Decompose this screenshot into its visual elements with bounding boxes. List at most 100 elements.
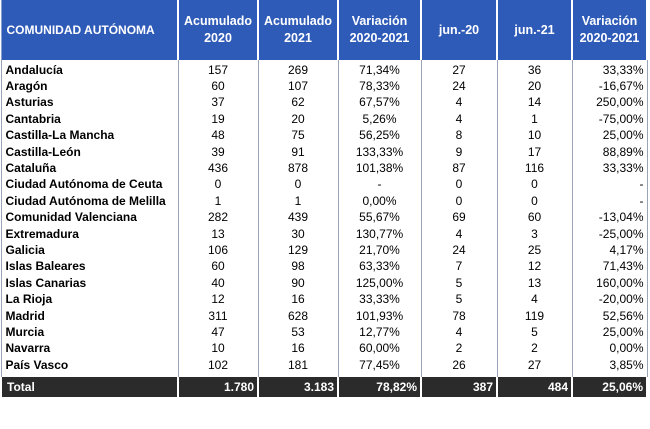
cell-acumulado-2020: 106: [177, 242, 259, 259]
cell-variacion-junio: -13,04%: [571, 209, 648, 226]
cell-acumulado-2021: 1: [257, 193, 339, 210]
cell-jun-20: 5: [420, 291, 498, 308]
table-footer: Total 1.780 3.183 78,82% 387 484 25,06%: [0, 377, 648, 398]
total-variacion-junio: 25,06%: [571, 377, 648, 398]
data-table: COMUNIDAD AUTÓNOMA Acumulado 2020 Acumula…: [0, 0, 648, 398]
cell-variacion-acumulado: 133,33%: [337, 143, 422, 161]
cell-acumulado-2020: 1: [177, 193, 259, 210]
cell-jun-20: 8: [420, 127, 498, 144]
cell-jun-20: 4: [420, 225, 498, 243]
cell-acumulado-2021: 269: [257, 60, 339, 79]
cell-jun-21: 5: [496, 324, 573, 341]
cell-jun-21: 27: [496, 357, 573, 374]
cell-comunidad: Islas Baleares: [0, 258, 179, 276]
cell-jun-21: 119: [496, 307, 573, 325]
table-row: Madrid 311 628 101,93% 78 119 52,56%: [0, 307, 648, 325]
cell-jun-20: 4: [420, 324, 498, 341]
cell-comunidad: Extremadura: [0, 225, 179, 243]
cell-variacion-junio: -16,67%: [571, 78, 648, 95]
cell-variacion-acumulado: 12,77%: [337, 324, 422, 341]
cell-jun-21: 25: [496, 242, 573, 259]
cell-variacion-acumulado: 5,26%: [337, 111, 422, 128]
cell-comunidad: Aragón: [0, 78, 179, 95]
cell-variacion-junio: 33,33%: [571, 160, 648, 177]
table-row: Ciudad Autónoma de Melilla 1 1 0,00% 0 0-: [0, 193, 648, 210]
cell-variacion-junio: 71,43%: [571, 258, 648, 276]
cell-comunidad: Andalucía: [0, 60, 179, 79]
cell-jun-20: 5: [420, 275, 498, 292]
cell-jun-20: 26: [420, 357, 498, 374]
cell-variacion-acumulado: 67,57%: [337, 94, 422, 112]
cell-variacion-junio: -: [571, 176, 648, 194]
cell-jun-21: 20: [496, 78, 573, 95]
cell-jun-20: 2: [420, 340, 498, 358]
cell-acumulado-2020: 60: [177, 78, 259, 95]
cell-variacion-junio: -20,00%: [571, 291, 648, 308]
cell-variacion-junio: -25,00%: [571, 225, 648, 243]
cell-acumulado-2020: 19: [177, 111, 259, 128]
cell-comunidad: Ciudad Autónoma de Ceuta: [0, 176, 179, 194]
cell-variacion-junio: 4,17%: [571, 242, 648, 259]
cell-variacion-acumulado: 55,67%: [337, 209, 422, 226]
cell-variacion-acumulado: 0,00%: [337, 193, 422, 210]
cell-jun-20: 87: [420, 160, 498, 177]
cell-jun-21: 10: [496, 127, 573, 144]
cell-jun-20: 4: [420, 94, 498, 112]
cell-jun-20: 4: [420, 111, 498, 128]
table-row: País Vasco 102 181 77,45% 26 27 3,85%: [0, 357, 648, 374]
cell-acumulado-2021: 16: [257, 340, 339, 358]
cell-acumulado-2020: 47: [177, 324, 259, 341]
cell-variacion-acumulado: 71,34%: [337, 60, 422, 79]
cell-variacion-junio: -75,00%: [571, 111, 648, 128]
cell-variacion-junio: 88,89%: [571, 143, 648, 161]
cell-acumulado-2021: 98: [257, 258, 339, 276]
total-acumulado-2021: 3.183: [257, 377, 339, 398]
cell-jun-20: 9: [420, 143, 498, 161]
header-acumulado-2020: Acumulado 2020: [177, 0, 259, 60]
cell-jun-21: 60: [496, 209, 573, 226]
header-variacion-junio: Variación 2020-2021: [571, 0, 648, 60]
cell-variacion-junio: 33,33%: [571, 60, 648, 79]
table-row: Castilla-La Mancha 48 75 56,25% 8 10 25,00%: [0, 127, 648, 144]
total-row: Total 1.780 3.183 78,82% 387 484 25,06%: [0, 377, 648, 398]
cell-acumulado-2021: 20: [257, 111, 339, 128]
cell-jun-20: 27: [420, 60, 498, 79]
cell-comunidad: Ciudad Autónoma de Melilla: [0, 193, 179, 210]
cell-acumulado-2020: 157: [177, 60, 259, 79]
cell-variacion-acumulado: 101,93%: [337, 307, 422, 325]
cell-jun-20: 24: [420, 242, 498, 259]
cell-variacion-acumulado: 77,45%: [337, 357, 422, 374]
cell-acumulado-2021: 0: [257, 176, 339, 194]
cell-jun-20: 0: [420, 176, 498, 194]
cell-jun-20: 0: [420, 193, 498, 210]
total-acumulado-2020: 1.780: [177, 377, 259, 398]
cell-acumulado-2021: 129: [257, 242, 339, 259]
table-header: COMUNIDAD AUTÓNOMA Acumulado 2020 Acumula…: [0, 0, 648, 60]
cell-acumulado-2020: 60: [177, 258, 259, 276]
cell-variacion-acumulado: 101,38%: [337, 160, 422, 177]
table-body: Andalucía 157 269 71,34% 27 36 33,33% Aragón 60 1…: [0, 60, 648, 378]
cell-acumulado-2020: 311: [177, 307, 259, 325]
table-row: Cataluña 436 878 101,38% 87 116 33,33%: [0, 160, 648, 177]
cell-variacion-acumulado: 56,25%: [337, 127, 422, 144]
cell-comunidad: País Vasco: [0, 357, 179, 374]
total-variacion-acumulado: 78,82%: [337, 377, 422, 398]
cell-jun-21: 12: [496, 258, 573, 276]
header-jun-20: jun.-20: [420, 0, 498, 60]
cell-variacion-acumulado: 60,00%: [337, 340, 422, 358]
cell-jun-20: 7: [420, 258, 498, 276]
cell-acumulado-2021: 90: [257, 275, 339, 292]
cell-variacion-acumulado: 21,70%: [337, 242, 422, 259]
cell-variacion-junio: 0,00%: [571, 340, 648, 358]
table-row: Comunidad Valenciana 282 439 55,67% 69 60 -13,…: [0, 209, 648, 226]
cell-jun-21: 0: [496, 193, 573, 210]
cell-variacion-junio: 3,85%: [571, 357, 648, 374]
table-row: Murcia 47 53 12,77% 4 5 25,00%: [0, 324, 648, 341]
header-variacion-acumulado: Variación 2020-2021: [337, 0, 422, 60]
cell-acumulado-2020: 40: [177, 275, 259, 292]
cell-variacion-acumulado: 33,33%: [337, 291, 422, 308]
table-row: Asturias 37 62 67,57% 4 14 250,00%: [0, 94, 648, 112]
cell-jun-21: 13: [496, 275, 573, 292]
cell-jun-20: 69: [420, 209, 498, 226]
table-row: Extremadura 13 30 130,77% 4 3 -25,00%: [0, 225, 648, 243]
